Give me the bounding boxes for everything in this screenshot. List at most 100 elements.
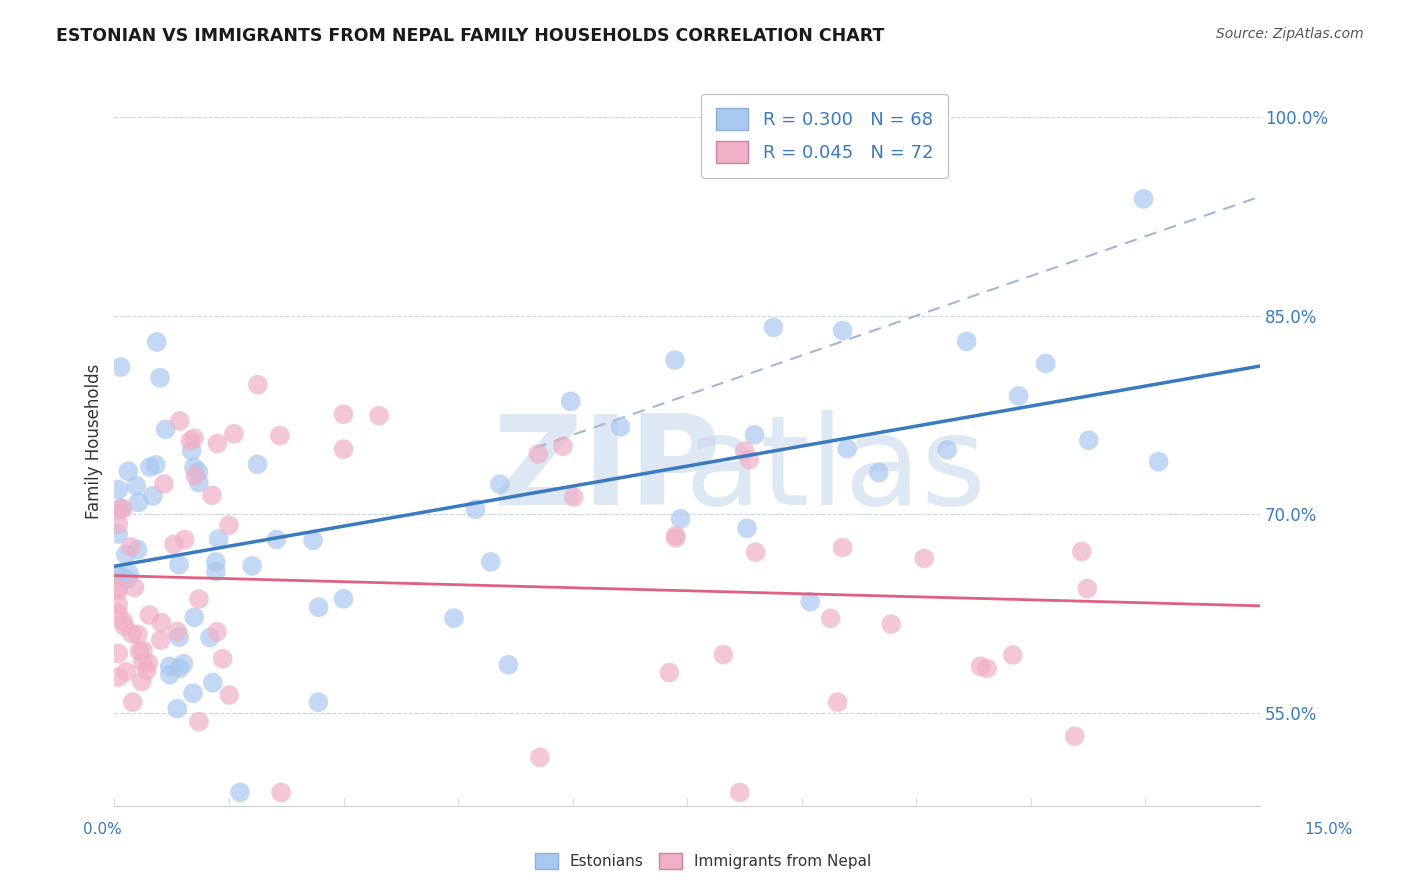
Point (735, 521, 758, 535)
Point (121, 695, 143, 709)
Point (107, 526, 129, 541)
Point (167, 630, 190, 644)
Point (489, 477, 512, 491)
Point (218, 518, 240, 533)
Point (159, 659, 181, 673)
Point (551, 439, 574, 453)
Point (107, 503, 129, 517)
Point (269, 428, 291, 442)
Point (498, 657, 520, 672)
Point (205, 565, 228, 579)
Point (368, 409, 391, 423)
Point (138, 608, 160, 623)
Point (664, 353, 686, 368)
Point (107, 483, 129, 497)
Point (332, 591, 354, 606)
Point (222, 426, 245, 441)
Point (179, 434, 201, 448)
Point (107, 517, 129, 532)
Point (181, 686, 204, 700)
Point (201, 675, 224, 690)
Point (1001, 648, 1024, 662)
Point (266, 533, 288, 547)
Point (1063, 729, 1085, 743)
Point (198, 631, 221, 645)
Point (711, 648, 734, 662)
Point (127, 627, 149, 641)
Point (207, 532, 229, 546)
Point (307, 695, 329, 709)
Point (146, 334, 169, 349)
Point (142, 489, 165, 503)
Point (135, 664, 157, 678)
Point (155, 422, 177, 436)
Point (664, 531, 686, 545)
Point (658, 665, 681, 680)
Point (120, 540, 142, 554)
Point (205, 624, 228, 639)
Text: atlas: atlas (685, 410, 987, 531)
Point (183, 460, 205, 475)
Point (124, 581, 146, 595)
Point (738, 452, 761, 467)
Point (112, 502, 135, 516)
Point (560, 394, 582, 409)
Point (187, 465, 209, 479)
Point (308, 600, 330, 615)
Point (837, 442, 859, 456)
Point (229, 785, 252, 799)
Point (183, 431, 205, 445)
Point (734, 444, 756, 458)
Point (131, 674, 153, 689)
Point (166, 624, 188, 639)
Point (969, 659, 991, 673)
Point (1132, 192, 1154, 206)
Point (665, 529, 688, 543)
Point (149, 371, 172, 385)
Text: Source: ZipAtlas.com: Source: ZipAtlas.com (1216, 27, 1364, 41)
Point (1035, 356, 1057, 370)
Point (107, 647, 129, 661)
Point (117, 464, 139, 478)
Point (188, 714, 211, 729)
Point (121, 626, 143, 640)
Point (744, 545, 766, 559)
Point (464, 502, 486, 516)
Point (827, 695, 849, 709)
Point (127, 542, 149, 557)
Point (128, 644, 150, 658)
Point (150, 615, 173, 630)
Point (270, 785, 292, 799)
Point (744, 428, 766, 442)
Point (145, 458, 167, 472)
Point (187, 592, 209, 607)
Point (669, 512, 692, 526)
Point (936, 442, 959, 457)
Point (728, 785, 751, 799)
Point (107, 567, 129, 582)
Point (107, 582, 129, 597)
Point (180, 443, 202, 458)
Point (153, 477, 176, 491)
Point (868, 466, 890, 480)
Point (955, 334, 977, 349)
Text: ESTONIAN VS IMMIGRANTS FROM NEPAL FAMILY HOUSEHOLDS CORRELATION CHART: ESTONIAN VS IMMIGRANTS FROM NEPAL FAMILY… (56, 27, 884, 45)
Point (136, 656, 159, 670)
Point (880, 617, 903, 632)
Point (107, 670, 129, 684)
Legend: R = 0.300   N = 68, R = 0.045   N = 72: R = 0.300 N = 68, R = 0.045 N = 72 (702, 94, 948, 178)
Point (167, 558, 190, 572)
Point (799, 594, 821, 608)
Point (172, 657, 194, 671)
Point (332, 407, 354, 421)
Point (110, 501, 132, 516)
Point (1076, 582, 1098, 596)
Y-axis label: Family Households: Family Households (86, 364, 103, 519)
Text: 0.0%: 0.0% (83, 822, 122, 837)
Point (125, 479, 148, 493)
Point (820, 611, 842, 625)
Point (332, 442, 354, 457)
Point (183, 610, 205, 624)
Point (166, 701, 188, 715)
Point (204, 555, 226, 569)
